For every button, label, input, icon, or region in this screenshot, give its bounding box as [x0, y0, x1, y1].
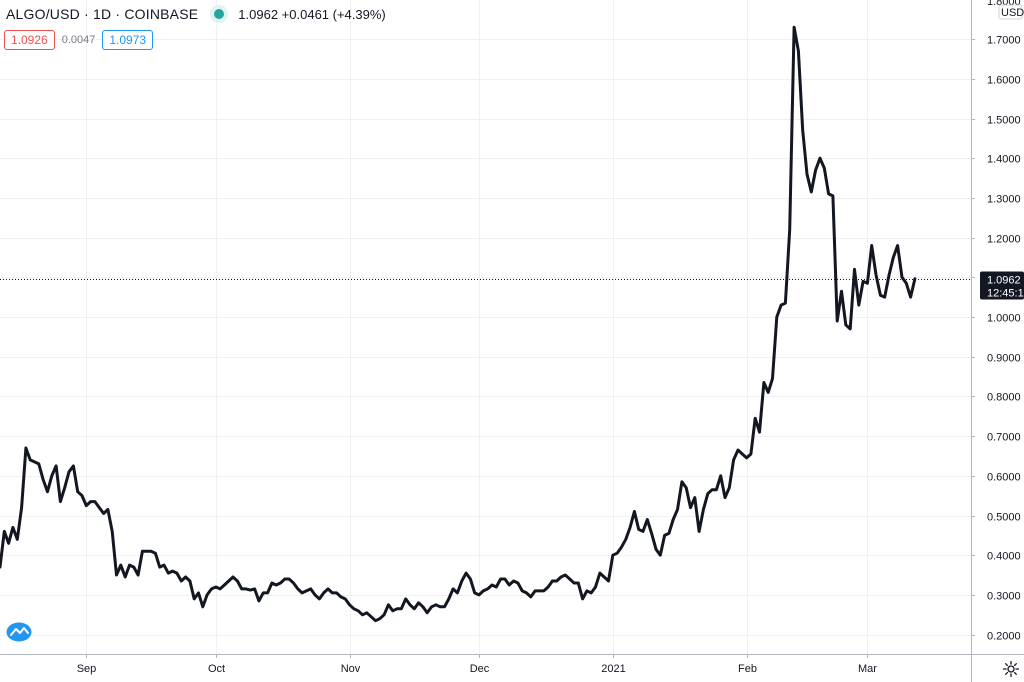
quote-summary: 1.0962 +0.0461 (+4.39%) [238, 6, 386, 22]
price-tick-label: 0.7000 [987, 432, 1021, 444]
chart-header: ALGO/USD · 1D · COINBASE 1.0962 +0.0461 … [6, 4, 386, 24]
price-tick-label: 0.3000 [987, 591, 1021, 603]
time-tick-label: Mar [858, 663, 877, 675]
symbol-title[interactable]: ALGO/USD · 1D · COINBASE [6, 6, 199, 22]
time-tick-label: 2021 [601, 663, 625, 675]
last-price-tag: 1.0962 12:45:1 [980, 271, 1024, 300]
time-tick-label: Sep [77, 663, 97, 675]
price-tick-label: 0.4000 [987, 551, 1021, 563]
chart-grid [0, 0, 971, 654]
spread-value: 0.0047 [61, 34, 96, 46]
price-tick-label: 1.4000 [987, 154, 1021, 166]
market-status-dot-icon [214, 9, 225, 19]
price-tick-label: 1.5000 [987, 115, 1021, 127]
price-tick-label: 1.0000 [987, 313, 1021, 325]
price-tick-label: 1.7000 [987, 35, 1021, 47]
price-series-line[interactable] [0, 25, 917, 623]
gear-icon[interactable] [1002, 660, 1020, 678]
last-price-label: 1.0962 [987, 275, 1021, 287]
price-tick-label: 0.6000 [987, 472, 1021, 484]
time-tick-label: Nov [341, 663, 361, 675]
quote-boxes: 1.0926 0.0047 1.0973 [4, 30, 154, 50]
price-axis-top-partial-label: 1.8000 [987, 0, 1021, 8]
price-axis-unit-label: USD [1001, 7, 1024, 19]
time-tick-label: Feb [738, 663, 757, 675]
price-tick-label: 0.2000 [987, 631, 1021, 643]
price-tick-label: 1.6000 [987, 75, 1021, 87]
price-axis-unit[interactable]: USD [998, 4, 1024, 20]
price-tick-label: 1.3000 [987, 194, 1021, 206]
bar-countdown-label: 12:45:1 [987, 288, 1024, 300]
ask-price-button[interactable]: 1.0973 [102, 30, 154, 50]
tradingview-logo-icon[interactable] [6, 622, 32, 642]
price-axis[interactable]: 0.2000 0.3000 0.4000 0.5000 0.6000 0.7000 0.80… [971, 35, 1021, 643]
price-tick-label: 0.9000 [987, 353, 1021, 365]
price-tick-label: 0.5000 [987, 512, 1021, 524]
price-tick-label: 1.2000 [987, 234, 1021, 246]
time-tick-label: Oct [208, 663, 225, 675]
time-axis[interactable]: Sep Oct Nov Dec 2021 Feb Mar [77, 654, 878, 675]
bid-price-button[interactable]: 1.0926 [4, 30, 55, 50]
time-tick-label: Dec [470, 663, 490, 675]
price-tick-label: 0.8000 [987, 392, 1021, 404]
